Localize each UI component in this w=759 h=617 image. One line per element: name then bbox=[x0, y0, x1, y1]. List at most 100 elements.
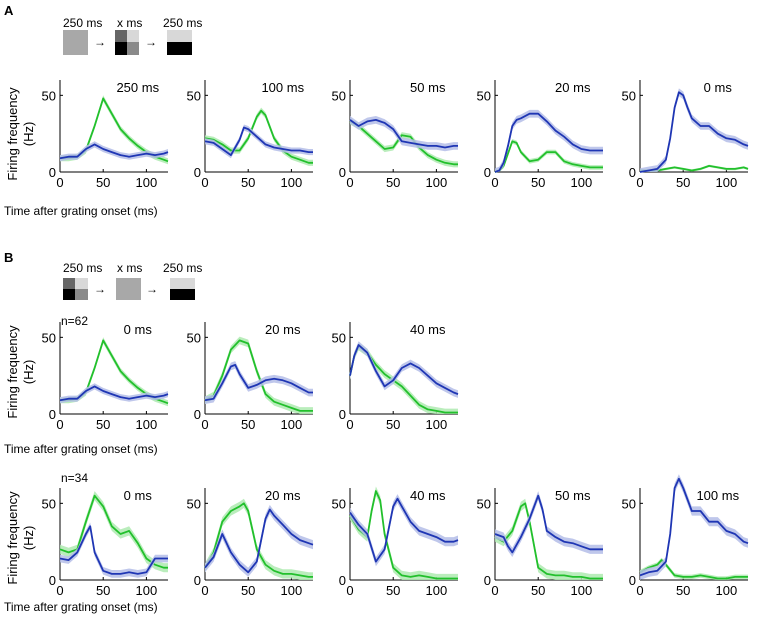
y-axis-title-line2: (Hz) bbox=[21, 526, 36, 551]
y-tick-label: 0 bbox=[339, 165, 346, 180]
series-blue-line bbox=[204, 508, 314, 574]
series-blue-error-band bbox=[350, 116, 458, 152]
series-green-line bbox=[349, 490, 458, 580]
panel-title: 50 ms bbox=[555, 488, 591, 503]
x-tick-label: 0 bbox=[56, 175, 63, 190]
chart-panel-6: 0 50 100 0 50 0 ms bbox=[42, 322, 169, 432]
x-tick-label: 0 bbox=[201, 175, 208, 190]
x-tick-label: 100 bbox=[281, 417, 303, 432]
series-blue-error-band bbox=[350, 341, 458, 398]
y-tick-label: 50 bbox=[332, 330, 346, 345]
x-tick-label: 0 bbox=[491, 583, 498, 598]
panel-title: 250 ms bbox=[116, 80, 159, 95]
x-tick-label: 100 bbox=[136, 583, 158, 598]
x-tick-label: 50 bbox=[241, 417, 255, 432]
series-blue-line bbox=[639, 91, 749, 173]
panel-title: 20 ms bbox=[555, 80, 591, 95]
x-tick-label: 100 bbox=[281, 583, 303, 598]
y-tick-label: 0 bbox=[49, 573, 56, 588]
series-green-line bbox=[204, 109, 313, 164]
series-blue-line bbox=[59, 143, 169, 160]
x-tick-label: 0 bbox=[346, 583, 353, 598]
series-blue-line bbox=[349, 497, 459, 563]
panel-title: 0 ms bbox=[704, 80, 733, 95]
schematic-a-last-duration: 250 ms bbox=[163, 16, 202, 30]
chart-panel-10: 0 50 100 0 50 20 ms bbox=[187, 488, 314, 598]
series-green-line bbox=[639, 559, 748, 580]
x-tick-label: 50 bbox=[676, 583, 690, 598]
series-blue-error-band bbox=[350, 494, 458, 567]
y-tick-label: 50 bbox=[187, 330, 201, 345]
series-blue-line bbox=[204, 126, 313, 157]
panel-label-b: B bbox=[4, 250, 13, 265]
panel-label-a: A bbox=[4, 3, 14, 18]
schematic-b-arrow-2: → bbox=[146, 282, 158, 296]
series-blue-line bbox=[59, 525, 168, 575]
chart-panel-8: 0 50 100 0 50 40 ms bbox=[332, 322, 459, 432]
x-tick-label: 100 bbox=[571, 583, 593, 598]
panel-title: 100 ms bbox=[696, 488, 739, 503]
series-blue-error-band bbox=[60, 141, 168, 162]
chart-panel-1: 0 50 100 0 50 250 ms bbox=[42, 80, 169, 190]
charts-layer: 0 50 100 0 50 250 ms 0 50 100 0 50 100 ms 0 50 100 0 50 5… bbox=[42, 80, 749, 598]
y-axis-title-line1: Firing frequency bbox=[5, 87, 20, 181]
x-tick-label: 50 bbox=[676, 175, 690, 190]
series-blue-error-band bbox=[205, 361, 313, 404]
chart-panel-11: 0 50 100 0 50 40 ms bbox=[332, 486, 459, 598]
x-tick-label: 100 bbox=[426, 175, 448, 190]
y-tick-label: 50 bbox=[477, 496, 491, 511]
schematic-a-arrow-2: → bbox=[145, 35, 157, 49]
y-tick-label: 0 bbox=[629, 165, 636, 180]
y-tick-label: 0 bbox=[484, 165, 491, 180]
series-green-line bbox=[349, 345, 458, 414]
series-green-line bbox=[494, 140, 603, 173]
y-axis-title-line1: Firing frequency bbox=[5, 325, 20, 419]
stimulus-schematic-a: 250 ms x ms 250 ms → → bbox=[63, 16, 202, 55]
y-tick-label: 0 bbox=[194, 573, 201, 588]
chart-panel-7: 0 50 100 0 50 20 ms bbox=[187, 322, 313, 432]
x-tick-label: 100 bbox=[426, 583, 448, 598]
x-tick-label: 0 bbox=[346, 175, 353, 190]
series-green-error-band bbox=[205, 498, 313, 580]
x-tick-label: 0 bbox=[201, 417, 208, 432]
x-tick-label: 100 bbox=[281, 175, 303, 190]
panel-title: 50 ms bbox=[410, 80, 446, 95]
x-tick-label: 0 bbox=[56, 417, 63, 432]
x-tick-label: 50 bbox=[241, 583, 255, 598]
y-tick-label: 0 bbox=[339, 573, 346, 588]
series-blue-error-band bbox=[60, 383, 168, 404]
series-blue-line bbox=[639, 477, 749, 577]
series-blue-line bbox=[59, 385, 169, 402]
x-axis-title-row-3: Time after grating onset (ms) bbox=[4, 600, 158, 614]
x-tick-label: 50 bbox=[531, 583, 545, 598]
x-tick-label: 0 bbox=[636, 175, 643, 190]
y-tick-label: 50 bbox=[622, 88, 636, 103]
series-green-error-band bbox=[495, 139, 603, 172]
series-blue-error-band bbox=[640, 88, 748, 172]
y-axis-title-row-3: Firing frequency (Hz) bbox=[5, 491, 36, 585]
y-tick-label: 0 bbox=[339, 407, 346, 422]
y-tick-label: 0 bbox=[484, 573, 491, 588]
y-tick-label: 50 bbox=[42, 496, 56, 511]
series-green-error-band bbox=[495, 498, 603, 580]
series-blue-error-band bbox=[495, 109, 603, 172]
y-tick-label: 0 bbox=[49, 165, 56, 180]
x-tick-label: 0 bbox=[491, 175, 498, 190]
x-tick-label: 100 bbox=[136, 175, 158, 190]
x-tick-label: 50 bbox=[96, 583, 110, 598]
y-tick-label: 50 bbox=[187, 496, 201, 511]
chart-panel-4: 0 50 100 0 50 20 ms bbox=[477, 80, 603, 190]
x-tick-label: 50 bbox=[96, 417, 110, 432]
x-tick-label: 0 bbox=[636, 583, 643, 598]
panel-title: 0 ms bbox=[124, 322, 153, 337]
panel-title: 20 ms bbox=[265, 322, 301, 337]
chart-panel-13: 0 50 100 0 50 100 ms bbox=[622, 474, 749, 598]
x-tick-label: 100 bbox=[571, 175, 593, 190]
x-tick-label: 50 bbox=[386, 175, 400, 190]
schematic-b-first-duration: 250 ms bbox=[63, 261, 102, 275]
x-tick-label: 100 bbox=[716, 175, 738, 190]
series-blue-line bbox=[204, 363, 313, 402]
y-axis-title-line1: Firing frequency bbox=[5, 491, 20, 585]
panel-title: 100 ms bbox=[261, 80, 304, 95]
schematic-a-first-duration: 250 ms bbox=[63, 16, 102, 30]
